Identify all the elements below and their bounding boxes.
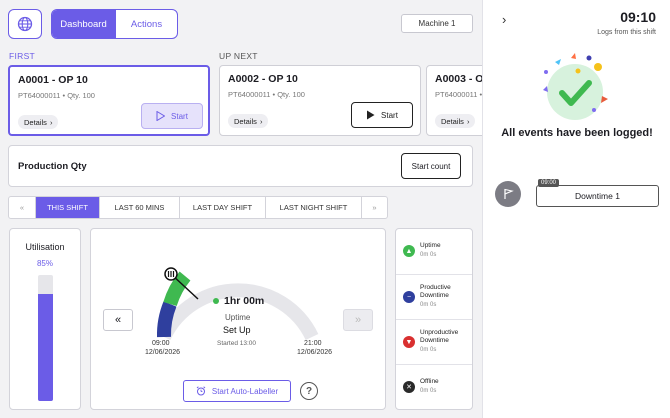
production-qty-label: Production Qty [18, 161, 87, 172]
utilisation-bar [38, 275, 53, 401]
tab-dashboard[interactable]: Dashboard [52, 10, 115, 38]
job-title: A0003 - OP 10 [435, 73, 482, 85]
status-name: Uptime [420, 242, 441, 249]
utilisation-panel: Utilisation 85% [9, 228, 81, 410]
job-card-next[interactable]: A0002 - OP 10 PT64000011 • Qty. 100 Deta… [219, 65, 421, 136]
shift-log-panel: › 09:10 Logs from this shift All events … [482, 0, 670, 418]
shift-gauge [156, 267, 319, 341]
status-time: 0m 0s [420, 302, 437, 308]
start-button[interactable]: Start [141, 103, 203, 129]
period-tabs: « THIS SHIFT LAST 60 MINS LAST DAY SHIFT… [8, 196, 388, 219]
event-downtime-button[interactable]: Downtime 1 [536, 185, 659, 207]
activity-label: Set Up [223, 325, 251, 335]
start-button[interactable]: Start [351, 102, 413, 128]
play-icon [367, 110, 375, 120]
shift-start-date: 12/06/2026 [145, 349, 181, 356]
utilisation-value: 85% [36, 259, 53, 268]
all-logged-message: All events have been logged! [501, 127, 653, 139]
status-time: 0m 0s [420, 347, 437, 353]
tab-last-60-mins[interactable]: LAST 60 MINS [99, 197, 179, 218]
start-auto-labeller-button[interactable]: Start Auto-Labeller [183, 380, 291, 402]
details-button[interactable]: Details › [435, 114, 476, 128]
start-label: Start [381, 110, 398, 120]
utilisation-bar-fill [38, 293, 53, 401]
shift-end-time: 21:00 [304, 340, 322, 347]
status-time: 0m 0s [420, 252, 437, 258]
down-arrow-icon: ▼ [403, 336, 415, 348]
dashboard-panel: Dashboard Actions Machine 1 FIRST UP NEX… [8, 9, 482, 410]
up-arrow-icon: ▲ [403, 245, 415, 257]
log-subtitle: Logs from this shift [597, 29, 656, 36]
status-uptime: ▲ Uptime 0m 0s [396, 229, 472, 274]
gauge-segment-uptime [163, 271, 191, 307]
job-subtitle: PT64000011 • Qty. 100 [18, 91, 95, 100]
minus-icon: − [403, 291, 415, 303]
job-card-first[interactable]: A0001 - OP 10 PT64000011 • Qty. 100 Deta… [8, 65, 210, 136]
details-label: Details [441, 116, 464, 126]
uptime-dot [213, 298, 219, 304]
job-card-later[interactable]: A0003 - OP 10 PT64000011 • Qty. 100 Deta… [426, 65, 482, 136]
log-current-time: 09:10 [620, 9, 656, 25]
gauge-track [157, 283, 319, 341]
tabs-next-button[interactable]: » [361, 197, 387, 218]
card-clip: A0003 - OP 10 PT64000011 • Qty. 100 Deta… [425, 64, 482, 138]
job-title: A0001 - OP 10 [18, 74, 88, 86]
shift-start-time: 09:00 [152, 340, 170, 347]
details-button[interactable]: Details › [228, 114, 269, 128]
alarm-clock-icon [196, 386, 206, 396]
job-subtitle: PT64000011 • Qty. 100 [228, 90, 305, 99]
status-offline: ✕ Offline 0m 0s [396, 364, 472, 409]
status-productive-downtime: − Productive Downtime 0m 0s [396, 274, 472, 319]
tabs-prev-button[interactable]: « [19, 203, 25, 212]
details-button[interactable]: Details › [18, 115, 59, 129]
auto-labeller-label: Start Auto-Labeller [211, 386, 279, 396]
chevron-right-icon: › [49, 117, 53, 127]
start-count-button[interactable]: Start count [401, 153, 461, 179]
machine-selector[interactable]: Machine 1 [401, 14, 473, 33]
gauge-next-button[interactable]: » [343, 309, 373, 331]
status-time: 0m 0s [420, 388, 437, 394]
flag-marker-icon [164, 267, 178, 281]
job-subtitle: PT64000011 • Qty. 100 [435, 90, 482, 99]
state-label: Uptime [225, 313, 251, 322]
collapse-chevron-icon[interactable]: › [502, 12, 507, 27]
gauge-prev-button[interactable]: « [103, 309, 133, 331]
tab-last-night-shift[interactable]: LAST NIGHT SHIFT [265, 197, 361, 218]
tab-actions[interactable]: Actions [115, 10, 177, 38]
gauge-segment-productive-downtime [156, 301, 177, 338]
start-label: Start [171, 111, 188, 121]
all-logged-illustration-icon [543, 53, 608, 120]
play-icon [156, 111, 166, 121]
shift-end-date: 12/06/2026 [297, 349, 333, 356]
event-avatar [495, 181, 521, 207]
tab-this-shift[interactable]: THIS SHIFT [35, 197, 99, 218]
status-name: Productive Downtime [420, 284, 451, 299]
globe-icon [17, 16, 33, 32]
language-button[interactable] [8, 9, 42, 39]
duration-readout: 1hr 00m [213, 295, 264, 307]
utilisation-label: Utilisation [25, 242, 65, 252]
up-next-label: UP NEXT [219, 51, 258, 61]
event-time-badge: 09:00 [538, 179, 560, 187]
details-label: Details [24, 117, 47, 127]
status-name: Offline [420, 378, 439, 385]
cross-icon: ✕ [403, 381, 415, 393]
production-qty-panel: Production Qty Start count [8, 145, 473, 187]
first-label: FIRST [9, 51, 36, 61]
status-unproductive-downtime: ▼ Unproductive Downtime 0m 0s [396, 319, 472, 364]
status-name: Unproductive Downtime [420, 329, 459, 344]
view-switch: Dashboard Actions [51, 9, 178, 39]
status-legend-panel: ▲ Uptime 0m 0s − Productive Downtime 0m … [395, 228, 473, 410]
tab-last-day-shift[interactable]: LAST DAY SHIFT [179, 197, 265, 218]
job-title: A0002 - OP 10 [228, 73, 298, 85]
started-label: Started 13:00 [217, 340, 257, 347]
duration-value: 1hr 00m [224, 295, 265, 307]
chevron-right-icon: › [259, 116, 263, 126]
shift-gauge-panel: « » 1hr 00m Uptime Set Up Started 13:00 … [90, 228, 386, 410]
chevron-right-icon: › [466, 116, 470, 126]
details-label: Details [234, 116, 257, 126]
flag-icon [504, 188, 514, 199]
help-icon[interactable]: ? [300, 382, 318, 400]
